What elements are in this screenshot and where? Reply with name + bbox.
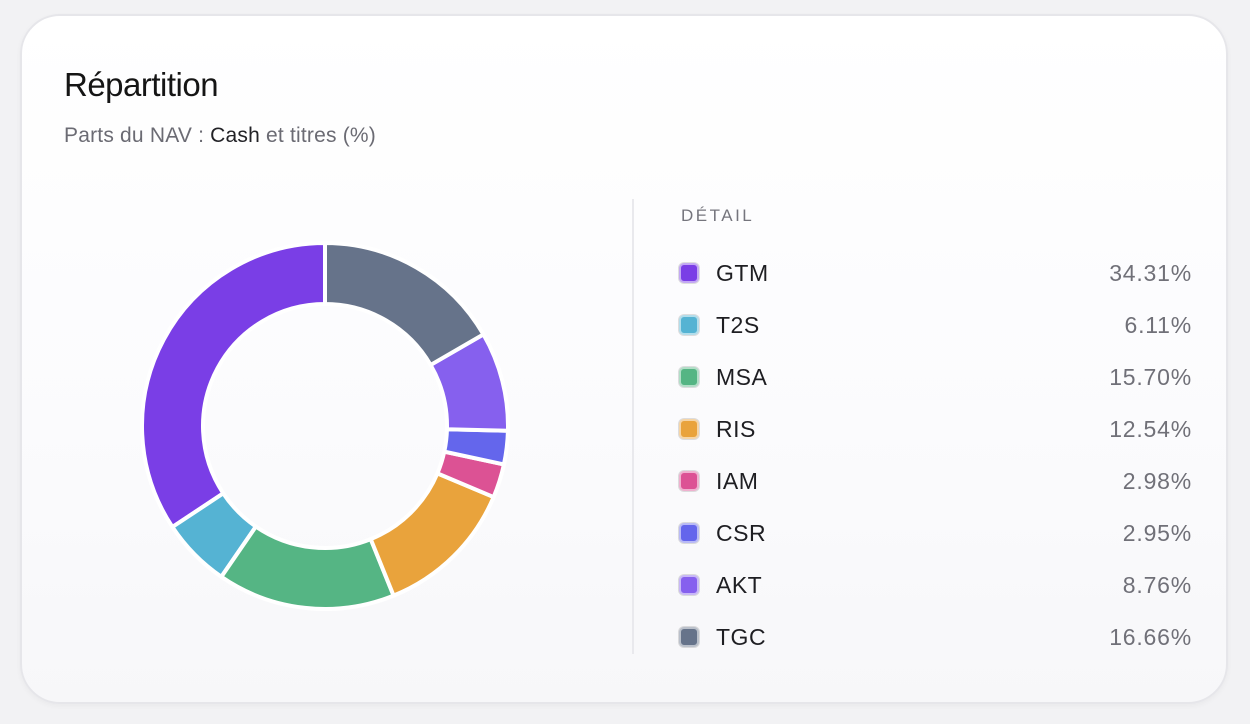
legend-swatch-csr — [679, 523, 699, 543]
donut-slice-ris[interactable] — [368, 471, 496, 598]
legend-label-iam: IAM — [716, 467, 759, 494]
legend-header: DÉTAIL — [681, 206, 755, 225]
legend-label-gtm: GTM — [716, 259, 769, 286]
legend-value-iam: 2.98% — [1122, 467, 1192, 494]
legend-value-gtm: 34.31% — [1109, 259, 1192, 286]
legend-swatch-tgc — [679, 627, 699, 647]
vertical-divider — [632, 199, 634, 654]
legend-label-msa: MSA — [716, 363, 768, 390]
legend-label-tgc: TGC — [716, 623, 767, 650]
legend-item-iam[interactable]: IAM 2.98% — [679, 455, 1194, 507]
legend-item-msa[interactable]: MSA 15.70% — [679, 351, 1194, 403]
legend-label-t2s: T2S — [716, 311, 760, 338]
legend-item-csr[interactable]: CSR 2.95% — [679, 507, 1194, 559]
subtitle-prefix: Parts du NAV : — [64, 124, 211, 147]
donut-slice-tgc[interactable] — [323, 241, 486, 367]
donut-slice-gtm[interactable] — [140, 241, 327, 530]
legend-item-tgc[interactable]: TGC 16.66% — [679, 611, 1194, 663]
legend-value-tgc: 16.66% — [1109, 623, 1192, 650]
legend-label-csr: CSR — [716, 519, 767, 546]
legend-value-csr: 2.95% — [1122, 519, 1192, 546]
allocation-card: Répartition Parts du NAV : Cash et titre… — [20, 14, 1228, 704]
legend-value-t2s: 6.11% — [1124, 311, 1192, 338]
legend-value-msa: 15.70% — [1109, 363, 1192, 390]
subtitle-highlight: Cash — [210, 124, 260, 147]
donut-chart — [140, 241, 510, 611]
legend-label-akt: AKT — [716, 571, 763, 598]
legend-swatch-ris — [679, 419, 699, 439]
legend-swatch-akt — [679, 575, 699, 595]
legend-swatch-gtm — [679, 263, 699, 283]
legend-item-ris[interactable]: RIS 12.54% — [679, 403, 1194, 455]
legend-item-t2s[interactable]: T2S 6.11% — [679, 299, 1194, 351]
legend-item-gtm[interactable]: GTM 34.31% — [679, 247, 1194, 299]
donut-slice-msa[interactable] — [219, 524, 396, 611]
card-subtitle: Parts du NAV : Cash et titres (%) — [64, 124, 376, 148]
legend-item-akt[interactable]: AKT 8.76% — [679, 559, 1194, 611]
legend-swatch-t2s — [679, 315, 699, 335]
legend-label-ris: RIS — [716, 415, 756, 442]
legend-list: GTM 34.31% T2S 6.11% MSA 15.70% RIS 12.54% IAM 2.… — [679, 247, 1194, 663]
legend-swatch-iam — [679, 471, 699, 491]
legend-swatch-msa — [679, 367, 699, 387]
legend-value-ris: 12.54% — [1109, 415, 1192, 442]
card-title: Répartition — [64, 66, 219, 103]
legend-value-akt: 8.76% — [1122, 571, 1192, 598]
subtitle-suffix: et titres (%) — [260, 124, 376, 147]
